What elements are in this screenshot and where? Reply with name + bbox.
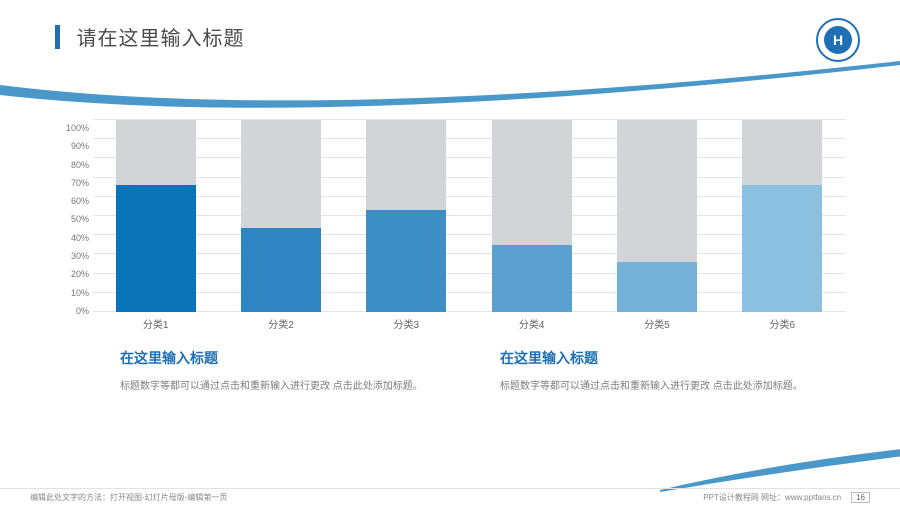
x-tick-label: 分类6 [720,312,845,330]
y-tick-label: 50% [55,215,93,224]
x-tick-label: 分类2 [218,312,343,330]
x-tick-label: 分类4 [469,312,594,330]
footer-left-text: 编辑此处文字的方法：打开视图-幻灯片母版-编辑第一页 [30,492,703,503]
title-accent-bar [55,25,60,49]
caption-title-2: 在这里输入标题 [500,348,820,368]
bar-slot [594,120,719,312]
bar-slot [720,120,845,312]
caption-block-2: 在这里输入标题 标题数字等都可以通过点击和重新输入进行更改 点击此处添加标题。 [500,348,820,396]
plot-area: 分类1分类2分类3分类4分类5分类6 [93,120,845,330]
y-tick-label: 40% [55,234,93,243]
bar-value [742,185,822,312]
y-tick-label: 10% [55,289,93,298]
y-tick-label: 80% [55,161,93,170]
footer-swoosh [660,442,900,492]
x-tick-label: 分类1 [93,312,218,330]
x-tick-label: 分类3 [344,312,469,330]
page-number: 16 [851,492,870,503]
bar-value [492,245,572,312]
bar-chart: 0% 10% 20% 30% 40% 50% 60% 70% 80% 90% 100% 分类1分类2… [55,120,845,330]
logo-icon: H [824,26,852,54]
bars-container [93,120,845,312]
caption-text-1: 标题数字等都可以通过点击和重新输入进行更改 点击此处添加标题。 [120,378,440,396]
y-tick-label: 100% [55,124,93,133]
bar-slot [469,120,594,312]
captions-row: 在这里输入标题 标题数字等都可以通过点击和重新输入进行更改 点击此处添加标题。 … [120,348,820,396]
caption-text-2: 标题数字等都可以通过点击和重新输入进行更改 点击此处添加标题。 [500,378,820,396]
footer-bar: 编辑此处文字的方法：打开视图-幻灯片母版-编辑第一页 PPT设计教程网 网址：w… [0,488,900,506]
y-tick-label: 70% [55,179,93,188]
caption-block-1: 在这里输入标题 标题数字等都可以通过点击和重新输入进行更改 点击此处添加标题。 [120,348,440,396]
x-axis: 分类1分类2分类3分类4分类5分类6 [93,312,845,330]
page-title: 请在这里输入标题 [76,22,244,51]
y-tick-label: 30% [55,252,93,261]
y-tick-label: 60% [55,197,93,206]
y-tick-label: 20% [55,270,93,279]
bar-slot [93,120,218,312]
caption-title-1: 在这里输入标题 [120,348,440,368]
bar-slot [344,120,469,312]
bar-value [241,228,321,312]
y-tick-label: 0% [55,307,93,316]
y-tick-label: 90% [55,142,93,151]
bar-value [116,185,196,312]
bar-slot [218,120,343,312]
footer-right-text: PPT设计教程网 网址：www.pptfans.cn [703,492,841,503]
footer-right: PPT设计教程网 网址：www.pptfans.cn 16 [703,492,870,503]
bar-value [617,262,697,312]
x-tick-label: 分类5 [594,312,719,330]
y-axis: 0% 10% 20% 30% 40% 50% 60% 70% 80% 90% 100% [55,120,93,330]
bar-value [366,210,446,312]
logo-badge: H [816,18,860,62]
